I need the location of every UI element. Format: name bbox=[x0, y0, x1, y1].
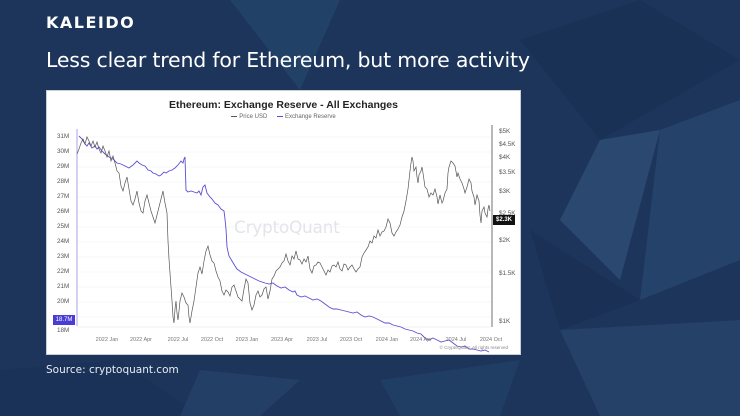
chart-watermark: CryptoQuant bbox=[234, 218, 340, 238]
right-axis-tick: $3.5K bbox=[499, 169, 516, 176]
right-axis-tick: $3K bbox=[499, 188, 511, 195]
left-axis-tick: 25M bbox=[57, 223, 70, 230]
right-axis-tick: $2K bbox=[499, 237, 511, 244]
x-axis-tick: 2022 Jan bbox=[95, 337, 119, 343]
left-axis-tick: 26M bbox=[57, 208, 70, 215]
left-axis-tick: 18M bbox=[57, 327, 70, 334]
left-axis-tick: 31M bbox=[57, 133, 70, 140]
chart-title: Ethereum: Exchange Reserve - All Exchang… bbox=[169, 99, 398, 111]
right-axis-tick: $5K bbox=[499, 128, 511, 135]
current-price-badge: $2.3K bbox=[493, 215, 515, 225]
left-axis-tick: 29M bbox=[57, 163, 70, 170]
source-caption: Source: cryptoquant.com bbox=[46, 364, 179, 376]
right-axis-tick: $2.5K bbox=[499, 210, 516, 217]
x-axis-tick: 2024 Jul bbox=[445, 337, 467, 343]
right-axis-tick: $1.5K bbox=[499, 270, 516, 277]
left-axis-tick: 27M bbox=[57, 193, 70, 200]
x-axis-tick: 2023 Jul bbox=[306, 337, 328, 343]
x-axis-tick: 2024 Oct bbox=[479, 337, 503, 343]
chart-legend: Price USD Exchange Reserve bbox=[47, 114, 520, 120]
legend-item-price[interactable]: Price USD bbox=[231, 114, 267, 120]
left-axis-tick: 23M bbox=[57, 253, 70, 260]
slide-headline: Less clear trend for Ethereum, but more … bbox=[46, 48, 530, 72]
legend-swatch-icon bbox=[276, 115, 283, 117]
left-axis-tick: 21M bbox=[57, 283, 70, 290]
right-axis-tick: $1K bbox=[499, 318, 511, 325]
x-axis-tick: 2023 Apr bbox=[270, 337, 294, 343]
left-axis-tick: 24M bbox=[57, 238, 70, 245]
legend-swatch-icon bbox=[231, 115, 238, 117]
current-reserve-badge: 18.7M bbox=[53, 315, 75, 325]
brand-logo: KALEIDO bbox=[46, 13, 136, 32]
x-axis-tick: 2024 Apr bbox=[409, 337, 433, 343]
left-axis-tick: 28M bbox=[57, 178, 70, 185]
chart-plot-area bbox=[76, 125, 493, 353]
right-axis-tick: $4K bbox=[499, 154, 511, 161]
x-axis-tick: 2023 Oct bbox=[339, 337, 363, 343]
right-axis-tick: $4.5K bbox=[499, 141, 516, 148]
chart-panel: Ethereum: Exchange Reserve - All Exchang… bbox=[46, 90, 521, 355]
chart-copyright: © CryptoQuant. All rights reserved bbox=[439, 345, 508, 350]
legend-item-reserve[interactable]: Exchange Reserve bbox=[276, 114, 336, 120]
x-axis-tick: 2023 Jan bbox=[235, 337, 259, 343]
x-axis-tick: 2022 Oct bbox=[200, 337, 224, 343]
left-axis-tick: 30M bbox=[57, 148, 70, 155]
x-axis-tick: 2022 Jul bbox=[167, 337, 189, 343]
x-axis-tick: 2024 Jan bbox=[375, 337, 399, 343]
left-axis-tick: 20M bbox=[57, 298, 70, 305]
left-axis-tick: 22M bbox=[57, 268, 70, 275]
x-axis-tick: 2022 Apr bbox=[129, 337, 153, 343]
